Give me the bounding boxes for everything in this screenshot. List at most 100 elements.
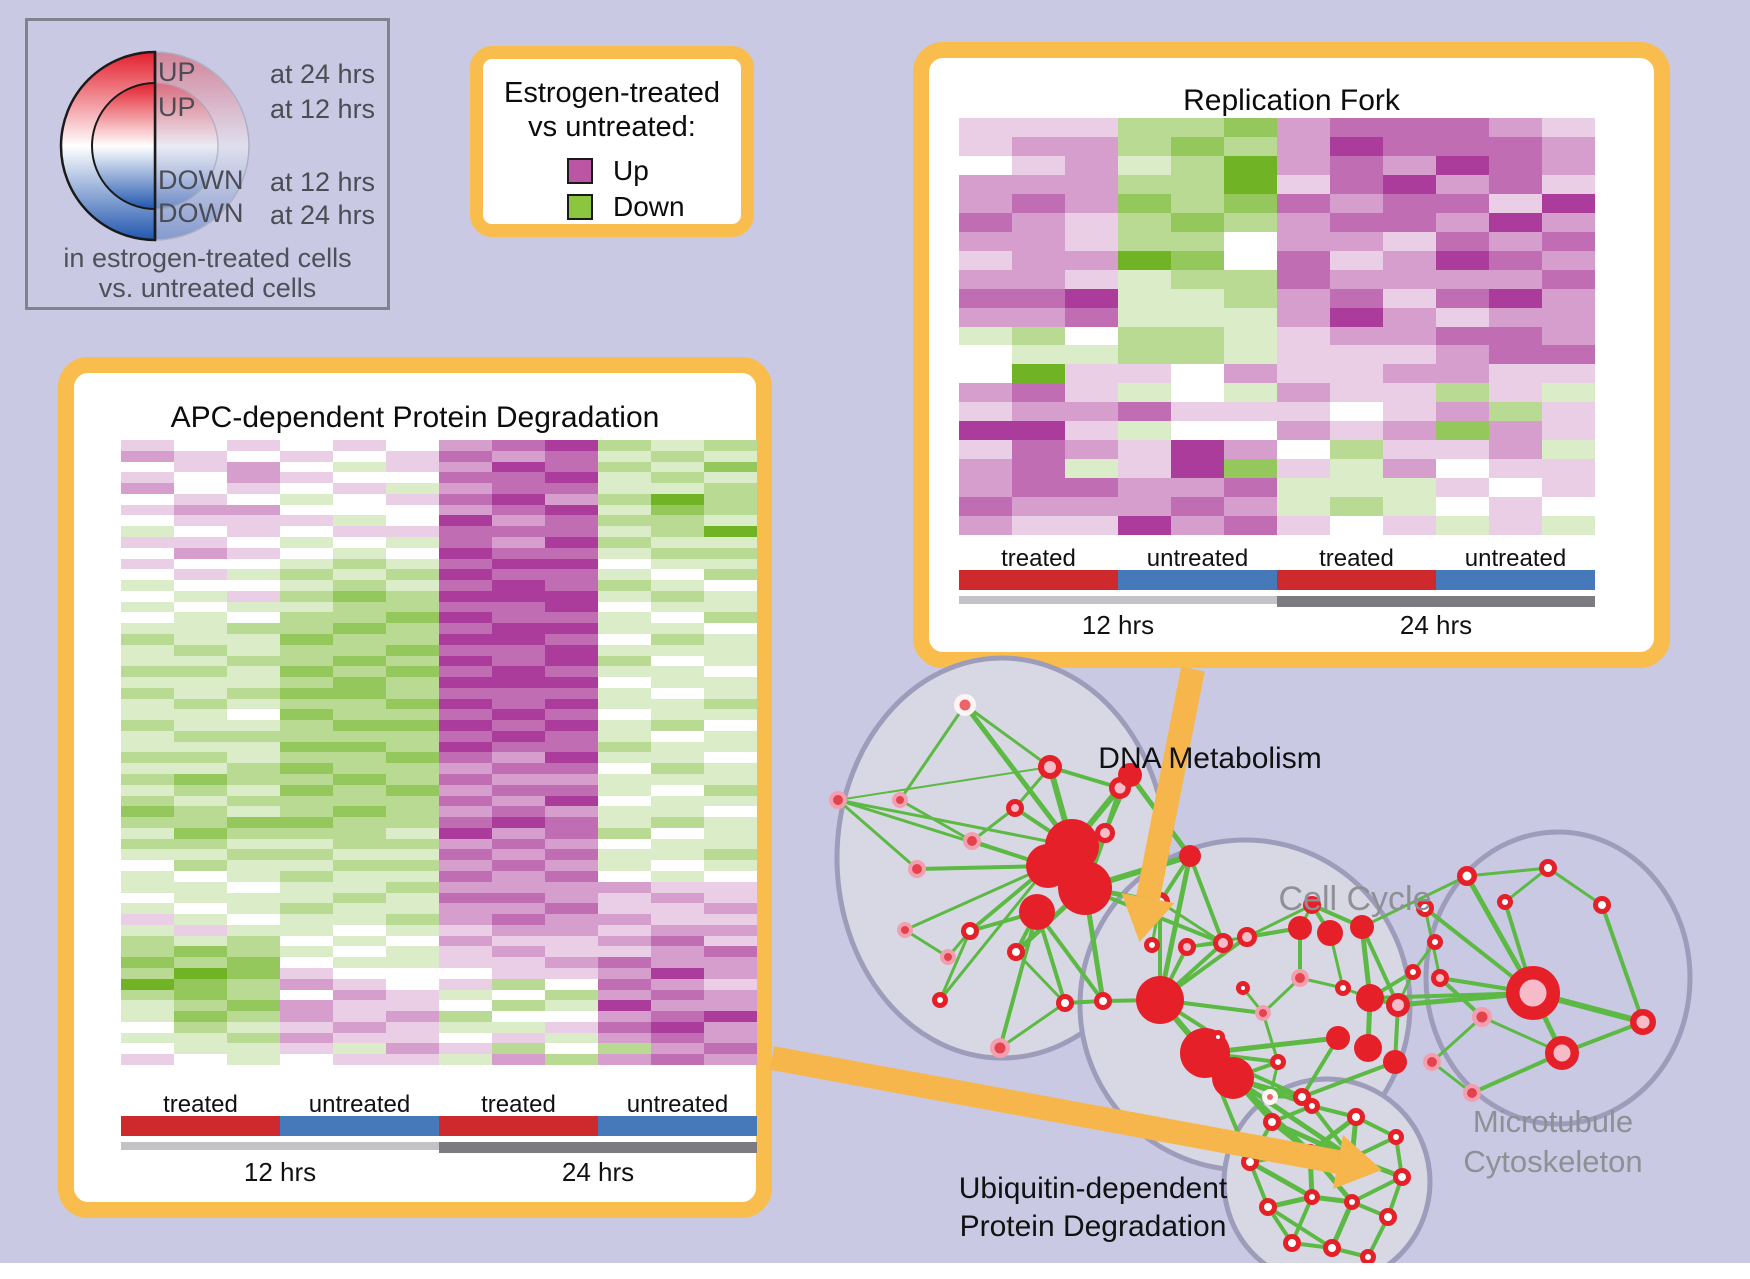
heatmap-cell: [121, 763, 174, 775]
apc-degradation-heatmap: [121, 440, 757, 1065]
heatmap-cell: [439, 493, 492, 505]
heatmap-cell: [439, 450, 492, 462]
heatmap-cell: [333, 504, 386, 516]
network-edge: [1600, 904, 1645, 1023]
heatmap-cell: [1065, 478, 1118, 498]
heatmap-cell: [1065, 307, 1118, 327]
heatmap-cell: [1065, 421, 1118, 441]
heatmap-cell: [439, 989, 492, 1001]
heatmap-cell: [704, 1054, 757, 1065]
connector-arrow: [1136, 666, 1205, 901]
heatmap-cell: [1542, 307, 1595, 327]
heatmap-cell: [227, 795, 280, 807]
heatmap-cell: [121, 709, 174, 721]
time-label: 24 hrs: [1399, 610, 1473, 640]
heatmap-cell: [1489, 118, 1542, 137]
heatmap-cell: [651, 633, 704, 645]
heatmap-cell: [1489, 212, 1542, 232]
heatmap-cell: [598, 860, 651, 872]
heatmap-cell: [280, 968, 333, 979]
heatmap-cell: [492, 946, 545, 958]
heatmap-cell: [545, 838, 598, 850]
network-node: [892, 792, 908, 808]
heatmap-cell: [280, 655, 333, 667]
heatmap-cell: [439, 784, 492, 796]
heatmap-cell: [598, 1043, 651, 1055]
heatmap-cell: [598, 881, 651, 893]
network-edge: [1261, 1012, 1280, 1063]
heatmap-cell: [545, 935, 598, 947]
heatmap-cell: [333, 666, 386, 678]
heatmap-cell: [386, 968, 439, 979]
heatmap-cell: [386, 536, 439, 548]
network-node: [1263, 1113, 1281, 1131]
heatmap-cell: [333, 860, 386, 872]
heatmap-cell: [651, 978, 704, 990]
heatmap-cell: [651, 536, 704, 548]
heatmap-cell: [1330, 231, 1383, 251]
heatmap-cell: [545, 558, 598, 570]
heatmap-cell: [651, 601, 704, 613]
heatmap-cell: [651, 450, 704, 462]
heatmap-cell: [1118, 421, 1171, 441]
group-label: untreated: [308, 1091, 411, 1118]
replication-treatment-bar: [959, 570, 1595, 590]
heatmap-cell: [545, 677, 598, 688]
heatmap-cell: [545, 580, 598, 591]
heatmap-cell: [651, 752, 704, 764]
heatmap-cell: [651, 935, 704, 947]
heatmap-cell: [280, 763, 333, 775]
ubiquitin-label: Ubiquitin-dependent Protein Degradation: [958, 1172, 1228, 1244]
heatmap-cell: [439, 1021, 492, 1033]
heatmap-cell: [280, 784, 333, 796]
heatmap-cell: [492, 774, 545, 785]
heatmap-cell: [280, 461, 333, 473]
heatmap-cell: [333, 763, 386, 775]
heatmap-cell: [1277, 136, 1330, 156]
heatmap-cell: [227, 957, 280, 969]
heatmap-cell: [439, 483, 492, 494]
heatmap-cell: [545, 515, 598, 527]
heatmap-cell: [598, 493, 651, 505]
heatmap-cell: [386, 547, 439, 559]
heatmap-cell: [1330, 155, 1383, 175]
heatmap-cell: [386, 461, 439, 473]
heatmap-cell: [1330, 402, 1383, 422]
heatmap-cell: [227, 536, 280, 548]
heatmap-cell: [492, 590, 545, 602]
network-node: [1388, 1129, 1404, 1145]
heatmap-cell: [651, 655, 704, 667]
network-node: [1539, 859, 1557, 877]
heatmap-cell: [333, 440, 386, 451]
heatmap-cell: [386, 1011, 439, 1022]
network-edge: [999, 1001, 1066, 1050]
heatmap-cell: [227, 709, 280, 721]
heatmap-cell: [704, 666, 757, 678]
heatmap-cell: [227, 472, 280, 484]
heatmap-cell: [598, 547, 651, 559]
heatmap-cell: [174, 515, 227, 527]
heatmap-cell: [227, 1021, 280, 1033]
heatmap-cell: [1012, 497, 1065, 517]
heatmap-cell: [545, 795, 598, 807]
network-edge: [1248, 1159, 1314, 1200]
heatmap-cell: [1224, 193, 1277, 213]
heatmap-cell: [227, 547, 280, 559]
heatmap-cell: [651, 763, 704, 775]
heatmap-cell: [280, 526, 333, 537]
heatmap-cell: [1012, 421, 1065, 441]
network-node: [1283, 1234, 1301, 1252]
heatmap-cell: [651, 1043, 704, 1055]
time-bar-segment: [121, 1142, 439, 1150]
down-color-swatch: [567, 194, 593, 220]
heatmap-cell: [1224, 174, 1277, 194]
heatmap-cell: [227, 440, 280, 451]
legend-up-24-time: at 24 hrs: [270, 59, 376, 89]
heatmap-cell: [439, 903, 492, 915]
heatmap-cell: [704, 515, 757, 527]
legend-item-up: Up: [567, 155, 649, 187]
heatmap-cell: [1171, 345, 1224, 365]
heatmap-cell: [545, 601, 598, 613]
heatmap-cell: [280, 483, 333, 494]
